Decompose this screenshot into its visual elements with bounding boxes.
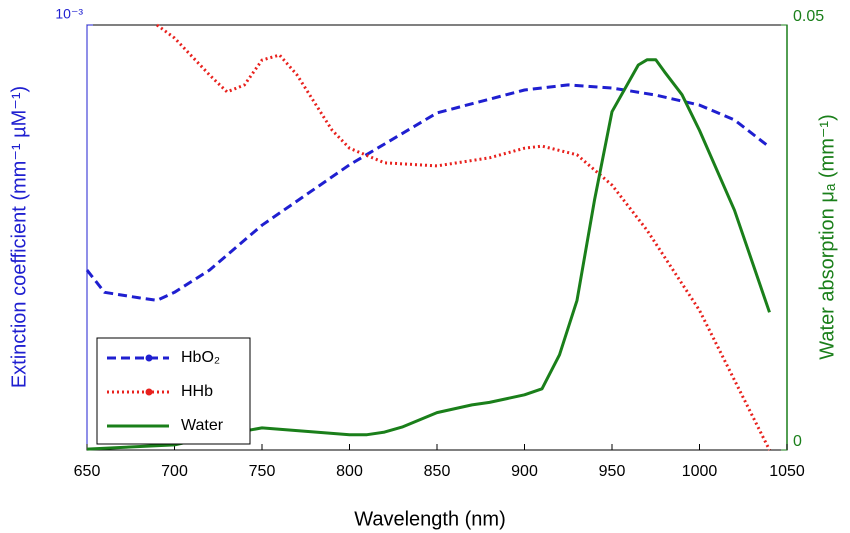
x-tick-label: 650 bbox=[74, 463, 101, 480]
legend-label: HHb bbox=[181, 383, 213, 400]
series-line bbox=[85, 83, 771, 302]
x-tick-label: 750 bbox=[249, 463, 276, 480]
x-tick-label: 850 bbox=[424, 463, 451, 480]
series-line bbox=[86, 58, 771, 451]
x-tick-label: 1000 bbox=[682, 463, 718, 480]
y-tick-label: 10⁻³ bbox=[55, 6, 83, 22]
x-tick-label: 900 bbox=[511, 463, 538, 480]
y2-tick-label: 0.05 bbox=[793, 8, 824, 25]
legend-dot bbox=[145, 354, 153, 362]
y-axis-label: Extinction coefficient (mm⁻¹ µM⁻¹) bbox=[8, 86, 30, 388]
x-tick-label: 950 bbox=[599, 463, 626, 480]
x-axis-label: Wavelength (nm) bbox=[354, 508, 506, 530]
y2-tick-label: 0 bbox=[793, 433, 802, 450]
legend-label: Water bbox=[181, 417, 224, 434]
y2-axis-label: Water absorption μₐ (mm⁻¹) bbox=[816, 114, 838, 360]
legend-dot bbox=[145, 388, 153, 396]
x-tick-label: 1050 bbox=[769, 463, 805, 480]
x-tick-label: 700 bbox=[161, 463, 188, 480]
legend-box bbox=[96, 337, 251, 445]
x-tick-label: 800 bbox=[336, 463, 363, 480]
legend-label: HbO₂ bbox=[181, 349, 220, 366]
